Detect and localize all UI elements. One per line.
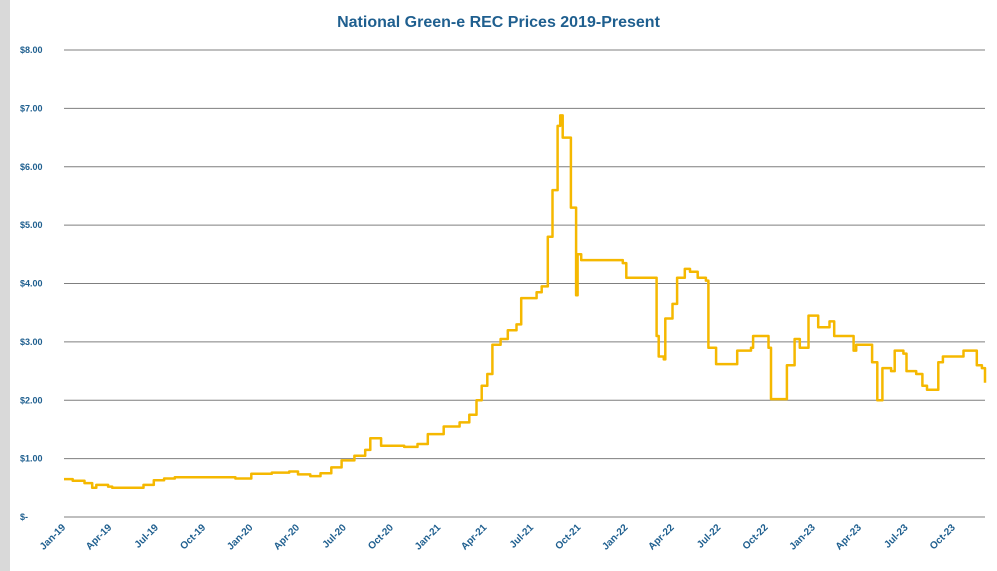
gridlines [64,49,985,518]
x-tick-label: Apr-20 [272,522,302,552]
x-tick-label: Oct-22 [741,522,771,552]
y-axis-labels: $- $1.00 $2.00 $3.00 $4.00 $5.00 $6.00 $7.00 $8.… [20,45,43,522]
x-tick-label: Jan-23 [788,522,818,552]
x-tick-label: Jul-19 [133,522,162,551]
y-tick-label: $- [20,512,28,522]
y-tick-label: $3.00 [20,337,43,347]
x-tick-label: Jul-20 [321,522,350,551]
x-tick-label: Apr-19 [84,522,114,552]
x-tick-label: Jul-23 [882,522,911,551]
x-axis-labels: Jan-19 Apr-19 Jul-19 Oct-19 Jan-20 Apr-20 Jul-… [38,522,958,552]
x-tick-label: Apr-21 [459,522,489,552]
series-layer [64,114,987,490]
x-tick-label: Apr-22 [646,522,676,552]
x-tick-label: Jan-19 [38,522,68,552]
x-tick-label: Oct-23 [928,522,958,552]
x-tick-label: Jan-22 [600,522,630,552]
left-edge-strip [0,0,10,571]
price-series-line [64,114,987,490]
x-tick-label: Oct-20 [366,522,396,552]
x-tick-label: Jan-20 [225,522,255,552]
y-tick-label: $5.00 [20,220,43,230]
y-tick-label: $1.00 [20,454,43,464]
x-tick-label: Jul-21 [508,522,537,551]
x-tick-label: Apr-23 [834,522,864,552]
x-tick-label: Jul-22 [695,522,724,551]
x-tick-label: Jan-21 [413,522,443,552]
chart-title: National Green-e REC Prices 2019-Present [337,14,660,31]
x-tick-label: Oct-19 [178,522,208,552]
y-tick-label: $4.00 [20,279,43,289]
x-tick-label: Oct-21 [553,522,583,552]
y-tick-label: $2.00 [20,395,43,405]
y-tick-label: $6.00 [20,162,43,172]
y-tick-label: $7.00 [20,103,43,113]
y-tick-label: $8.00 [20,45,43,55]
